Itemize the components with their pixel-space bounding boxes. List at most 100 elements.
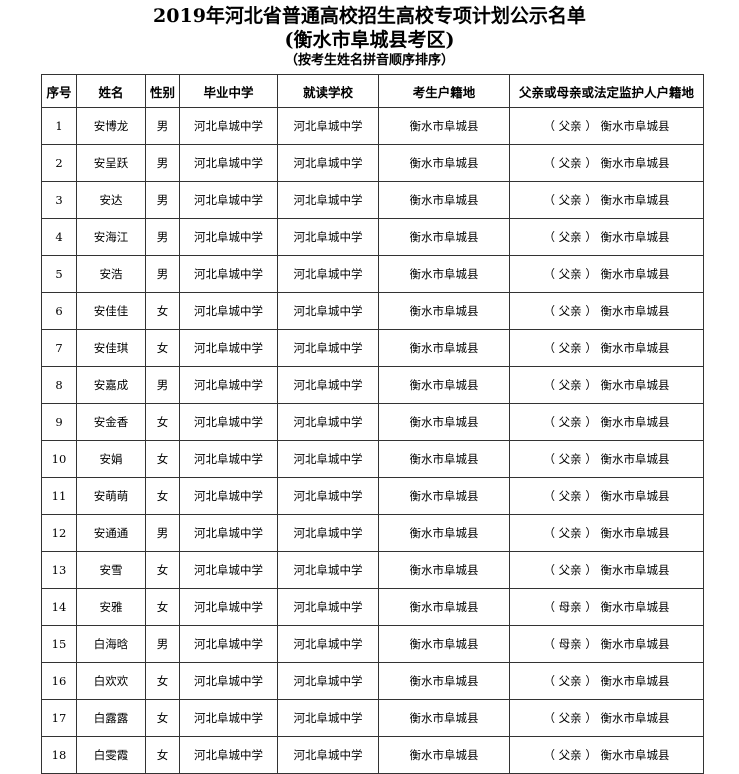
table-cell: 男 (145, 218, 180, 256)
table-cell: （ 父亲 ） 衡水市阜城县 (509, 403, 704, 441)
table-row: 17 白露露女河北阜城中学 河北阜城中学 衡水市阜城县（ 父亲 ） 衡水市阜城县 (41, 699, 704, 737)
table-cell: 13 (41, 551, 77, 589)
table-cell: 安浩 (76, 255, 146, 293)
table-cell: 安达 (76, 181, 146, 219)
table-cell: （ 父亲 ） 衡水市阜城县 (509, 107, 704, 145)
table-cell: 女 (145, 736, 180, 774)
table-cell: 河北阜城中学 (277, 366, 379, 404)
table-row: 6 安佳佳女河北阜城中学 河北阜城中学 衡水市阜城县（ 父亲 ） 衡水市阜城县 (41, 292, 704, 330)
table-cell: 河北阜城中学 (179, 366, 278, 404)
table-cell: 河北阜城中学 (277, 329, 379, 367)
table-row: 18 白雯霞女河北阜城中学 河北阜城中学 衡水市阜城县（ 父亲 ） 衡水市阜城县 (41, 736, 704, 774)
table-cell: 衡水市阜城县 (378, 292, 510, 330)
table-row: 10 安娟女河北阜城中学 河北阜城中学 衡水市阜城县（ 父亲 ） 衡水市阜城县 (41, 440, 704, 478)
table-cell: 白海晗 (76, 625, 146, 663)
table-cell: 18 (41, 736, 77, 774)
table-cell: 衡水市阜城县 (378, 736, 510, 774)
table-cell: （ 父亲 ） 衡水市阜城县 (509, 662, 704, 700)
table-cell: 男 (145, 107, 180, 145)
table-cell: 河北阜城中学 (277, 699, 379, 737)
table-cell: 河北阜城中学 (179, 107, 278, 145)
table-cell: 河北阜城中学 (277, 736, 379, 774)
table-cell: 河北阜城中学 (277, 107, 379, 145)
table-cell: （ 父亲 ） 衡水市阜城县 (509, 699, 704, 737)
table-cell: 衡水市阜城县 (378, 144, 510, 182)
document-title: 2019年河北省普通高校招生高校专项计划公示名单 (153, 5, 586, 27)
table-cell: 河北阜城中学 (277, 144, 379, 182)
table-row: 12 安通通男河北阜城中学 河北阜城中学 衡水市阜城县（ 父亲 ） 衡水市阜城县 (41, 514, 704, 552)
table-cell: 衡水市阜城县 (378, 107, 510, 145)
table-cell: 安嘉成 (76, 366, 146, 404)
table-row: 4 安海江男河北阜城中学 河北阜城中学 衡水市阜城县（ 父亲 ） 衡水市阜城县 (41, 218, 704, 256)
table-cell: 8 (41, 366, 77, 404)
table-cell: 河北阜城中学 (277, 662, 379, 700)
table-row: 5 安浩男河北阜城中学 河北阜城中学 衡水市阜城县（ 父亲 ） 衡水市阜城县 (41, 255, 704, 293)
table-cell: 河北阜城中学 (179, 255, 278, 293)
table-cell: 河北阜城中学 (179, 625, 278, 663)
table-row: 16 白欢欢女河北阜城中学 河北阜城中学 衡水市阜城县（ 父亲 ） 衡水市阜城县 (41, 662, 704, 700)
column-header: 序号 (41, 74, 77, 108)
table-row: 13 安雪女河北阜城中学 河北阜城中学 衡水市阜城县（ 父亲 ） 衡水市阜城县 (41, 551, 704, 589)
table-cell: （ 父亲 ） 衡水市阜城县 (509, 181, 704, 219)
table-cell: 衡水市阜城县 (378, 440, 510, 478)
table-cell: 衡水市阜城县 (378, 699, 510, 737)
table-cell: 衡水市阜城县 (378, 218, 510, 256)
table-cell: 衡水市阜城县 (378, 551, 510, 589)
table-cell: 衡水市阜城县 (378, 514, 510, 552)
table-cell: 河北阜城中学 (179, 144, 278, 182)
table-cell: 男 (145, 255, 180, 293)
column-header: 考生户籍地 (378, 74, 510, 108)
table-cell: 安金香 (76, 403, 146, 441)
table-cell: 衡水市阜城县 (378, 181, 510, 219)
table-cell: 17 (41, 699, 77, 737)
table-cell: 河北阜城中学 (277, 292, 379, 330)
table-cell: 安通通 (76, 514, 146, 552)
table-cell: 河北阜城中学 (179, 551, 278, 589)
table-cell: 安雅 (76, 588, 146, 626)
table-cell: 15 (41, 625, 77, 663)
table-cell: 河北阜城中学 (277, 403, 379, 441)
table-cell: （ 父亲 ） 衡水市阜城县 (509, 366, 704, 404)
table-cell: 安佳佳 (76, 292, 146, 330)
table-cell: 河北阜城中学 (277, 625, 379, 663)
table-cell: （ 父亲 ） 衡水市阜城县 (509, 440, 704, 478)
table-cell: 河北阜城中学 (179, 440, 278, 478)
table-row: 7 安佳琪女河北阜城中学 河北阜城中学 衡水市阜城县（ 父亲 ） 衡水市阜城县 (41, 329, 704, 367)
table-cell: （ 父亲 ） 衡水市阜城县 (509, 218, 704, 256)
column-header: 毕业中学 (179, 74, 278, 108)
table-cell: （ 父亲 ） 衡水市阜城县 (509, 514, 704, 552)
table-cell: 男 (145, 181, 180, 219)
column-header: 性别 (145, 74, 180, 108)
document-subtitle: (衡水市阜城县考区) (284, 29, 455, 51)
table-cell: 河北阜城中学 (277, 551, 379, 589)
table-cell: 河北阜城中学 (277, 588, 379, 626)
table-cell: 安娟 (76, 440, 146, 478)
table-cell: 男 (145, 625, 180, 663)
table-cell: 男 (145, 366, 180, 404)
table-cell: 安萌萌 (76, 477, 146, 515)
table-cell: 河北阜城中学 (277, 218, 379, 256)
table-cell: 河北阜城中学 (179, 181, 278, 219)
table-row: 2 安呈跃男河北阜城中学 河北阜城中学 衡水市阜城县（ 父亲 ） 衡水市阜城县 (41, 144, 704, 182)
table-cell: （ 父亲 ） 衡水市阜城县 (509, 292, 704, 330)
table-cell: 女 (145, 329, 180, 367)
table-cell: 男 (145, 514, 180, 552)
table-cell: 河北阜城中学 (179, 514, 278, 552)
table-row: 1 安博龙男河北阜城中学 河北阜城中学 衡水市阜城县（ 父亲 ） 衡水市阜城县 (41, 107, 704, 145)
table-row: 8 安嘉成男河北阜城中学 河北阜城中学 衡水市阜城县（ 父亲 ） 衡水市阜城县 (41, 366, 704, 404)
table-cell: 河北阜城中学 (179, 329, 278, 367)
table-cell: 河北阜城中学 (277, 477, 379, 515)
table-cell: 11 (41, 477, 77, 515)
table-cell: 安雪 (76, 551, 146, 589)
table-row: 9 安金香女河北阜城中学 河北阜城中学 衡水市阜城县（ 父亲 ） 衡水市阜城县 (41, 403, 704, 441)
table-cell: 河北阜城中学 (179, 218, 278, 256)
table-cell: 安佳琪 (76, 329, 146, 367)
table-cell: （ 母亲 ） 衡水市阜城县 (509, 625, 704, 663)
table-cell: 10 (41, 440, 77, 478)
table-cell: 女 (145, 588, 180, 626)
table-cell: （ 父亲 ） 衡水市阜城县 (509, 329, 704, 367)
table-cell: （ 母亲 ） 衡水市阜城县 (509, 588, 704, 626)
table-row: 3 安达男河北阜城中学 河北阜城中学 衡水市阜城县（ 父亲 ） 衡水市阜城县 (41, 181, 704, 219)
table-cell: 河北阜城中学 (179, 477, 278, 515)
table-cell: 衡水市阜城县 (378, 366, 510, 404)
